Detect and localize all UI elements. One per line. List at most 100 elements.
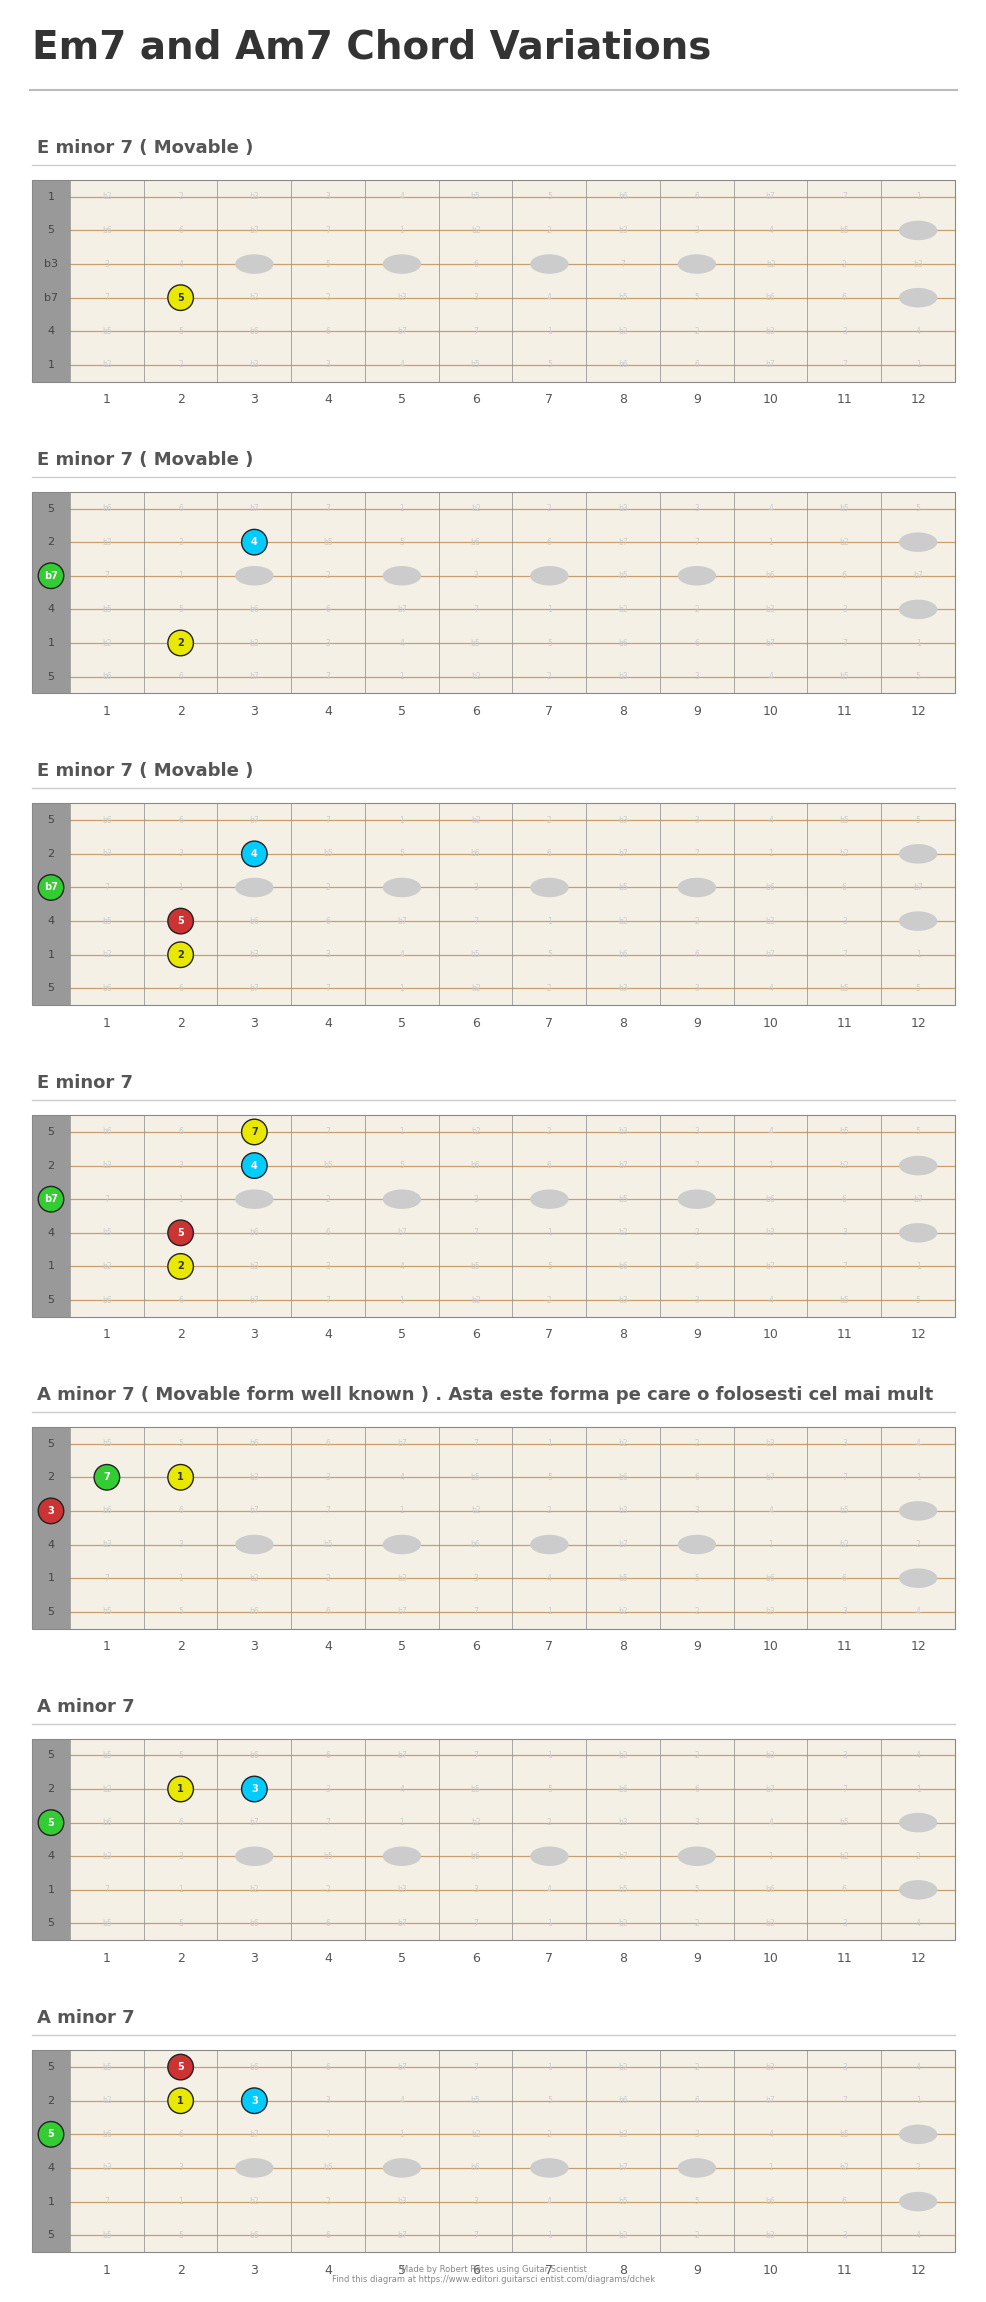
Text: 6: 6 xyxy=(841,292,846,302)
Text: b7: b7 xyxy=(44,292,58,302)
Text: 12: 12 xyxy=(909,2263,925,2277)
Bar xyxy=(32,180,954,382)
Text: 3: 3 xyxy=(472,884,477,891)
Text: 6: 6 xyxy=(325,1439,330,1448)
Text: 7: 7 xyxy=(545,1639,553,1653)
Text: 4: 4 xyxy=(546,1885,551,1895)
Text: b5: b5 xyxy=(839,815,848,824)
Text: 1: 1 xyxy=(177,2095,183,2106)
Text: 7: 7 xyxy=(841,193,846,200)
Text: 4: 4 xyxy=(47,1227,54,1238)
Text: 5: 5 xyxy=(397,394,405,405)
Text: 5: 5 xyxy=(178,1752,182,1761)
Text: b2: b2 xyxy=(102,638,111,647)
Text: b7: b7 xyxy=(396,2231,406,2240)
Text: 6: 6 xyxy=(694,361,699,368)
Text: 2: 2 xyxy=(694,1229,698,1236)
Text: b7: b7 xyxy=(617,539,627,546)
Text: b2: b2 xyxy=(617,1752,627,1761)
Text: 5: 5 xyxy=(397,704,405,718)
Text: b3: b3 xyxy=(912,260,922,269)
Text: 2: 2 xyxy=(178,1473,182,1482)
Text: 1: 1 xyxy=(546,2231,551,2240)
Text: 7: 7 xyxy=(325,226,330,235)
Text: 3: 3 xyxy=(250,394,258,405)
Text: b6: b6 xyxy=(765,884,775,891)
Text: 5: 5 xyxy=(178,1607,182,1616)
Text: 4: 4 xyxy=(251,2164,256,2173)
Text: b3: b3 xyxy=(765,1920,775,1929)
Text: 7: 7 xyxy=(325,1506,330,1515)
Text: b2: b2 xyxy=(470,1506,480,1515)
Text: 6: 6 xyxy=(546,1160,551,1169)
Text: 1: 1 xyxy=(767,539,772,546)
Text: b7: b7 xyxy=(617,1540,627,1549)
Text: b3: b3 xyxy=(765,1752,775,1761)
Text: E minor 7 ( Movable ): E minor 7 ( Movable ) xyxy=(36,451,253,470)
Text: 5: 5 xyxy=(915,1819,920,1828)
Text: b2: b2 xyxy=(102,951,111,960)
Text: b5: b5 xyxy=(470,193,480,200)
Ellipse shape xyxy=(677,1535,715,1554)
Text: 3: 3 xyxy=(841,2231,846,2240)
Text: 3: 3 xyxy=(472,1885,477,1895)
Text: 5: 5 xyxy=(399,1540,404,1549)
Text: b6: b6 xyxy=(102,2129,111,2139)
Text: 2: 2 xyxy=(178,638,182,647)
Bar xyxy=(32,1114,70,1317)
Text: 1: 1 xyxy=(399,1128,404,1137)
Text: 4: 4 xyxy=(767,672,772,681)
Text: b7: b7 xyxy=(249,983,259,992)
Text: b5: b5 xyxy=(617,1885,627,1895)
Text: b2: b2 xyxy=(839,849,848,859)
Text: 1: 1 xyxy=(399,226,404,235)
Text: 10: 10 xyxy=(762,704,778,718)
Text: 4: 4 xyxy=(251,1851,256,1860)
Text: 4: 4 xyxy=(546,292,551,302)
Text: 2: 2 xyxy=(694,605,698,615)
Text: b5: b5 xyxy=(470,2097,480,2106)
Text: b7: b7 xyxy=(396,1752,406,1761)
Text: b2: b2 xyxy=(102,1261,111,1271)
Text: b2: b2 xyxy=(470,815,480,824)
Text: 7: 7 xyxy=(841,2097,846,2106)
Text: b5: b5 xyxy=(102,1229,111,1236)
Ellipse shape xyxy=(529,1846,568,1867)
Text: b3: b3 xyxy=(617,815,627,824)
Text: A minor 7: A minor 7 xyxy=(36,1697,134,1715)
Text: b5: b5 xyxy=(839,2129,848,2139)
Circle shape xyxy=(168,2088,193,2113)
Text: 6: 6 xyxy=(546,1540,551,1549)
Text: b2: b2 xyxy=(470,672,480,681)
Text: 10: 10 xyxy=(762,394,778,405)
Text: 1: 1 xyxy=(103,1328,110,1342)
Text: b7: b7 xyxy=(396,327,406,336)
Text: b5: b5 xyxy=(617,2196,627,2205)
Text: 1: 1 xyxy=(546,2063,551,2072)
Text: 5: 5 xyxy=(178,1229,182,1236)
Text: 7: 7 xyxy=(694,1540,699,1549)
Text: 5: 5 xyxy=(178,2063,182,2072)
Text: 2: 2 xyxy=(694,2063,698,2072)
Text: Made by Robert Retes using Guitar Scientist
Find this diagram at https://www.edi: Made by Robert Retes using Guitar Scient… xyxy=(331,2265,655,2284)
Text: 6: 6 xyxy=(546,539,551,546)
Text: b6: b6 xyxy=(249,605,259,615)
Text: 7: 7 xyxy=(545,2263,553,2277)
Text: 3: 3 xyxy=(694,1296,699,1305)
Text: 8: 8 xyxy=(618,2263,626,2277)
Text: 5: 5 xyxy=(177,292,183,302)
Text: b7: b7 xyxy=(912,571,922,580)
Text: 3: 3 xyxy=(178,849,182,859)
Bar xyxy=(32,493,954,693)
Text: 7: 7 xyxy=(694,539,699,546)
Text: 4: 4 xyxy=(915,605,920,615)
Text: b3: b3 xyxy=(249,193,259,200)
Text: b5: b5 xyxy=(323,2164,332,2173)
Text: 2: 2 xyxy=(546,2129,551,2139)
Text: b3: b3 xyxy=(765,2231,775,2240)
Text: 5: 5 xyxy=(694,884,699,891)
Text: b3: b3 xyxy=(617,1819,627,1828)
Text: b6: b6 xyxy=(470,849,480,859)
Text: 5: 5 xyxy=(546,361,551,368)
Text: b5: b5 xyxy=(839,1296,848,1305)
